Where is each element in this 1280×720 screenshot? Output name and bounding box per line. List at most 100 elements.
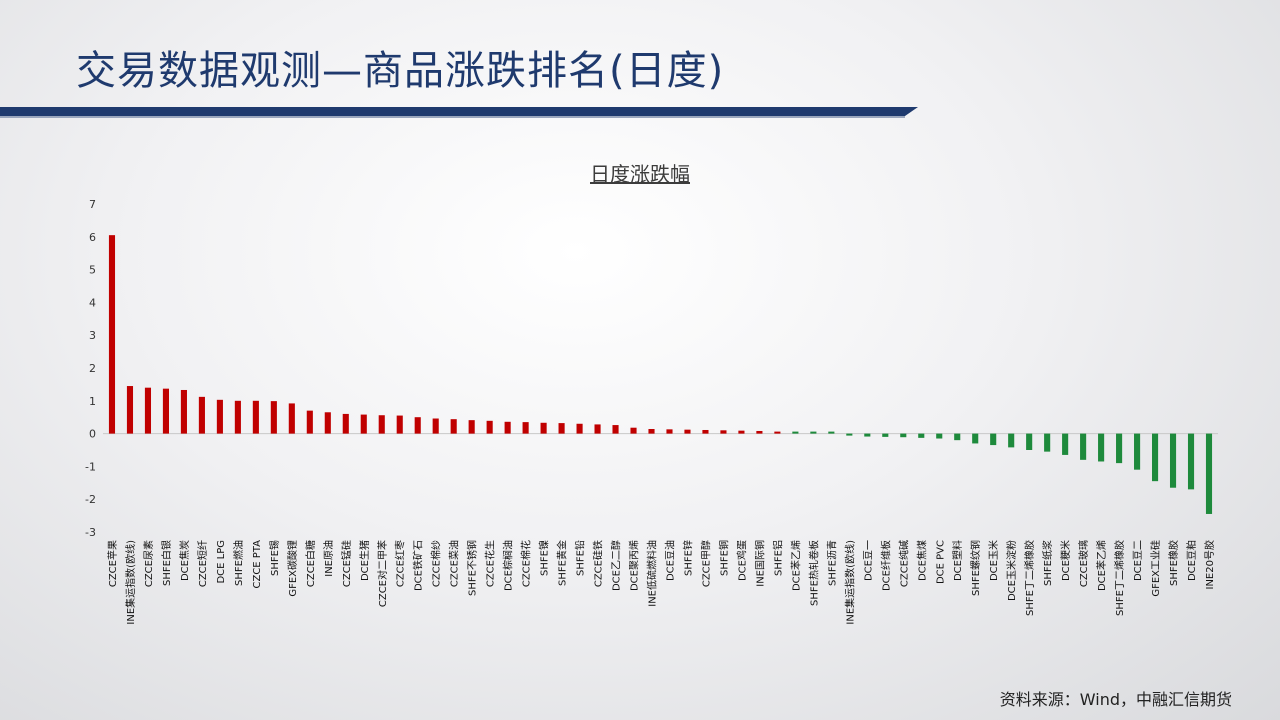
x-category-label: SHFE螺纹钢 <box>969 540 982 596</box>
x-category-label: CZCE棉花 <box>520 540 533 587</box>
bar <box>1008 433 1015 448</box>
bar <box>126 386 134 434</box>
axis-layer: -3 -2 -1 0 1 2 3 4 5 6 7 <box>85 198 1218 539</box>
x-category-label: SHFE锌 <box>681 540 694 576</box>
y-tick-label: 4 <box>89 296 96 309</box>
bar <box>450 419 457 434</box>
bar <box>648 429 655 434</box>
y-tick-label: 5 <box>89 264 96 277</box>
bar <box>396 415 403 434</box>
x-category-label: CZCE PTA <box>252 540 263 589</box>
x-category-label: DCE LPG <box>216 540 227 584</box>
title-band-tip <box>905 107 918 116</box>
title-band-bar <box>0 107 905 116</box>
bar <box>558 423 565 434</box>
title-band-shadow <box>0 116 905 118</box>
bar <box>936 433 943 439</box>
x-category-label: SHFE橡胶 <box>1167 540 1180 586</box>
x-category-label: SHFE黄金 <box>556 540 569 586</box>
x-category-label: SHFE纸浆 <box>1041 540 1054 586</box>
x-category-label: GFEX工业硅 <box>1149 540 1162 597</box>
bar <box>918 433 925 438</box>
bar <box>108 235 116 434</box>
x-category-label: DCE苯乙烯 <box>1095 540 1108 591</box>
y-tick-label: -3 <box>85 526 96 539</box>
bar <box>504 421 511 434</box>
x-category-label: INE集运指数(欧线) <box>843 540 856 625</box>
bar <box>1098 433 1105 462</box>
x-category-label: DCE玉米 <box>987 540 1000 581</box>
bar <box>990 433 997 446</box>
bar <box>486 420 493 434</box>
x-category-label: INE低硫燃料油 <box>646 540 659 607</box>
y-tick-label: 1 <box>89 395 96 408</box>
bar <box>1080 433 1087 460</box>
bar <box>774 431 781 434</box>
x-category-label: SHFE丁二烯橡胶 <box>1113 540 1126 616</box>
x-category-label: SHFE不锈钢 <box>466 540 479 596</box>
x-category-label: CZCE菜油 <box>448 540 461 587</box>
bar <box>684 429 691 434</box>
x-category-label: DCE聚丙烯 <box>628 540 641 591</box>
bar <box>594 424 601 434</box>
y-tick-label: 2 <box>89 362 96 375</box>
bar <box>972 433 979 444</box>
x-category-label: CZCE白糖 <box>304 540 317 587</box>
bar <box>1044 433 1051 452</box>
bar <box>540 422 547 434</box>
bar <box>666 429 673 434</box>
bar <box>144 387 152 434</box>
x-category-label: SHFE铝 <box>772 540 784 576</box>
x-category-label: SHFE沥青 <box>825 540 838 586</box>
bar <box>1205 433 1213 514</box>
x-category-label: CZCE对二甲苯 <box>376 540 389 607</box>
bar <box>378 415 385 434</box>
bar <box>702 429 709 434</box>
x-category-label: DCE豆二 <box>1132 540 1144 581</box>
bar <box>1116 433 1123 464</box>
x-category-label: DCE鸡蛋 <box>735 540 748 581</box>
bar <box>1169 433 1177 488</box>
x-category-label: CZCE花生 <box>484 540 497 587</box>
label-layer: CZCE苹果 INE集运指数(欧线) CZCE尿素 SHFE白银 DCE焦炭 CZCE短纤… <box>106 540 1216 625</box>
bar <box>306 410 313 434</box>
x-category-label: SHFE铜 <box>718 540 730 576</box>
bar <box>738 430 745 434</box>
x-category-label: SHFE热轧卷板 <box>807 540 820 606</box>
bar <box>432 418 439 434</box>
x-category-label: DCE塑料 <box>951 540 964 581</box>
x-category-label: DCE焦煤 <box>915 540 928 581</box>
bar <box>1187 433 1195 490</box>
x-category-label: SHFE白银 <box>160 540 173 586</box>
x-category-label: INE国际铜 <box>754 540 766 587</box>
x-category-label: SHFE锡 <box>268 540 281 576</box>
x-category-label: CZCE锰硅 <box>340 540 353 587</box>
x-category-label: DCE苯乙烯 <box>789 540 802 591</box>
slide-title: 交易数据观测—商品涨跌排名(日度) <box>76 48 725 94</box>
x-category-label: DCE豆油 <box>663 540 676 581</box>
bar <box>846 433 853 436</box>
bar <box>576 423 583 434</box>
x-category-label: SHFE燃油 <box>232 540 245 586</box>
x-category-label: DCE纤维板 <box>879 540 892 591</box>
bar <box>414 417 421 434</box>
x-category-label: DCE豆一 <box>862 540 874 581</box>
bar <box>630 427 637 434</box>
x-category-label: SHFE镍 <box>538 540 551 576</box>
bar <box>468 420 475 434</box>
bar <box>882 433 889 437</box>
x-category-label: CZCE苹果 <box>106 540 119 587</box>
y-tick-label: 0 <box>89 428 96 441</box>
bar <box>252 400 259 434</box>
bar <box>234 400 241 434</box>
bar <box>864 433 871 437</box>
x-category-label: CZCE纯碱 <box>897 540 910 587</box>
y-tick-label: 6 <box>89 231 96 244</box>
bar <box>216 399 223 434</box>
source-note: 资料来源：Wind，中融汇信期货 <box>999 690 1232 709</box>
bar <box>180 389 187 434</box>
bar <box>1134 433 1141 470</box>
y-tick-label: 3 <box>89 329 96 342</box>
x-category-label: DCE棕榈油 <box>502 540 515 591</box>
bar <box>288 403 295 434</box>
